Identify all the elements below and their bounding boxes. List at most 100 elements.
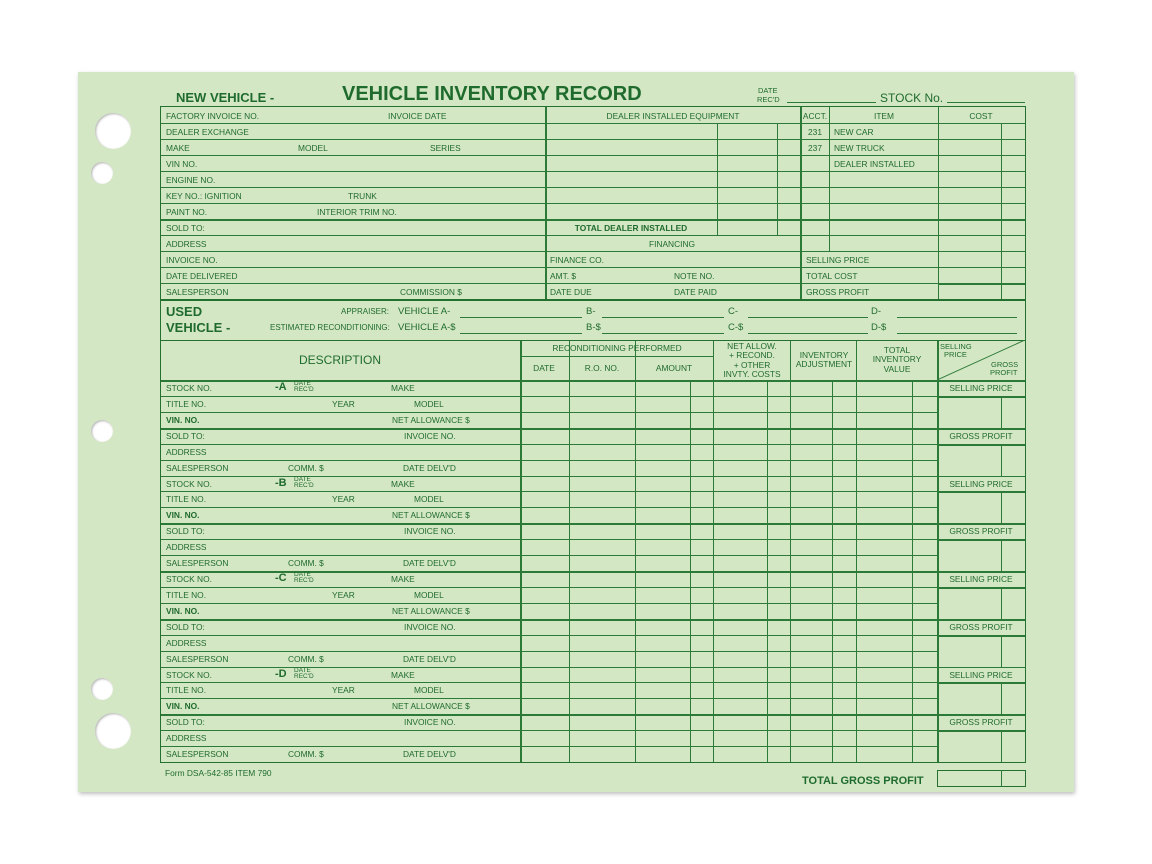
form-label: NET ALLOWANCE $ bbox=[392, 510, 470, 521]
form-label: PRICE bbox=[944, 350, 967, 359]
rule-line bbox=[777, 123, 778, 235]
rule-line bbox=[787, 102, 876, 103]
form-label: SOLD TO: bbox=[166, 223, 205, 233]
rule-line bbox=[1001, 491, 1002, 523]
form-label: NOTE NO. bbox=[674, 271, 715, 281]
form-label: INVENTORY bbox=[799, 350, 849, 360]
form-label: STOCK NO. bbox=[166, 574, 212, 585]
form-label: SERIES bbox=[430, 143, 461, 153]
form-label: SOLD TO: bbox=[166, 526, 205, 537]
form-label: DEALER INSTALLED bbox=[834, 159, 915, 169]
form-label: INVOICE NO. bbox=[404, 621, 456, 632]
rule-line bbox=[1001, 635, 1002, 667]
vehicle-letter: -D bbox=[275, 667, 287, 680]
form-label: REC'D bbox=[757, 95, 780, 104]
form-label: STOCK NO. bbox=[166, 669, 212, 680]
rule-line bbox=[1001, 770, 1002, 787]
rule-line bbox=[602, 333, 724, 334]
form-label: SALESPERSON bbox=[166, 749, 229, 760]
gross-profit-box bbox=[938, 283, 1025, 285]
rule-line bbox=[161, 380, 1025, 382]
form-label: D- bbox=[871, 306, 882, 317]
form-label: DATE DELV'D bbox=[403, 462, 456, 473]
rule-line bbox=[161, 396, 937, 397]
form-label: FACTORY INVOICE NO. bbox=[166, 111, 260, 121]
new-vehicle-heading: NEW VEHICLE - bbox=[176, 90, 275, 105]
form-label: ESTIMATED RECONDITIONING: bbox=[270, 323, 390, 332]
diagonal-divider bbox=[937, 340, 1025, 380]
form-label: VALUE bbox=[883, 363, 911, 374]
form-label: INVOICE NO. bbox=[404, 526, 456, 537]
rule-line bbox=[937, 619, 1025, 621]
form-label: NEW CAR bbox=[834, 127, 874, 137]
rule-line bbox=[947, 102, 1025, 103]
rule-line bbox=[1001, 682, 1002, 714]
rule-line bbox=[161, 267, 1025, 268]
form-label: TITLE NO. bbox=[166, 685, 207, 696]
rule-line bbox=[897, 333, 1017, 334]
form-label: SELLING PRICE bbox=[949, 478, 1013, 489]
punch-hole bbox=[95, 713, 131, 749]
form-label: MAKE bbox=[391, 383, 415, 393]
form-label: B- bbox=[586, 306, 596, 317]
rule-line bbox=[829, 107, 830, 251]
form-label: VIN NO. bbox=[166, 159, 198, 169]
form-label: VEHICLE A-$ bbox=[398, 322, 456, 333]
form-label: COMM. $ bbox=[288, 462, 324, 473]
rule-line bbox=[161, 635, 937, 636]
form-label: SOLD TO: bbox=[166, 717, 205, 728]
form-label: YEAR bbox=[332, 685, 355, 696]
form-label: SALESPERSON bbox=[166, 558, 229, 569]
form-label: MODEL bbox=[414, 398, 444, 409]
form-label: REC'D bbox=[294, 481, 314, 489]
rule-line bbox=[161, 491, 937, 492]
form-label: DATE DELV'D bbox=[403, 653, 456, 664]
form-label: 237 bbox=[808, 143, 822, 153]
form-label: TRUNK bbox=[348, 191, 377, 201]
form-label: MODEL bbox=[298, 143, 328, 153]
form-label: MODEL bbox=[414, 685, 444, 696]
form-label: SELLING PRICE bbox=[949, 574, 1013, 585]
form-label: COMMISSION $ bbox=[400, 287, 462, 297]
form-label: STOCK NO. bbox=[166, 478, 212, 489]
rule-line bbox=[856, 341, 857, 762]
form-label: YEAR bbox=[332, 398, 355, 409]
form-label: DATE DUE bbox=[550, 287, 592, 297]
rule-line bbox=[161, 714, 937, 716]
form-label: ADDRESS bbox=[166, 239, 207, 249]
form-label: 231 bbox=[808, 127, 822, 137]
rule-line bbox=[161, 139, 1025, 140]
rule-line bbox=[161, 219, 1025, 221]
rule-line bbox=[161, 187, 1025, 188]
form-label: GROSS PROFIT bbox=[949, 621, 1013, 632]
form-label: SELLING PRICE bbox=[949, 383, 1013, 393]
rule-line bbox=[161, 730, 937, 731]
form-label: TOTAL DEALER INSTALLED bbox=[574, 223, 688, 233]
form-label: MAKE bbox=[391, 669, 415, 680]
form-label: ADDRESS bbox=[166, 733, 207, 744]
form-label: DATE bbox=[294, 571, 311, 579]
form-label: REC'D bbox=[294, 672, 314, 680]
form-label: DEALER EXCHANGE bbox=[166, 127, 249, 137]
form-label: MODEL bbox=[414, 589, 444, 600]
form-label: D-$ bbox=[871, 322, 887, 333]
form-label: SOLD TO: bbox=[166, 430, 205, 441]
rule-line bbox=[635, 341, 636, 762]
form-number: Form DSA-542-85 ITEM 790 bbox=[165, 768, 272, 778]
form-label: DATE DELV'D bbox=[403, 558, 456, 569]
form-label: NET ALLOWANCE $ bbox=[392, 414, 470, 425]
form-label: COST bbox=[969, 111, 993, 121]
rule-line bbox=[161, 171, 1025, 172]
vehicle-letter: -A bbox=[275, 381, 287, 393]
form-label: MODEL bbox=[414, 494, 444, 505]
rule-line bbox=[161, 123, 1025, 124]
form-label: ENGINE NO. bbox=[166, 175, 216, 185]
rule-line bbox=[937, 444, 1025, 446]
form-label: INVOICE NO. bbox=[404, 430, 456, 441]
rule-line bbox=[161, 571, 1025, 573]
rule-line bbox=[161, 555, 937, 556]
rule-line bbox=[161, 460, 937, 461]
form-label: DATE DELV'D bbox=[403, 749, 456, 760]
form-label: NEW TRUCK bbox=[834, 143, 885, 153]
form-label: SELLING bbox=[940, 342, 972, 351]
